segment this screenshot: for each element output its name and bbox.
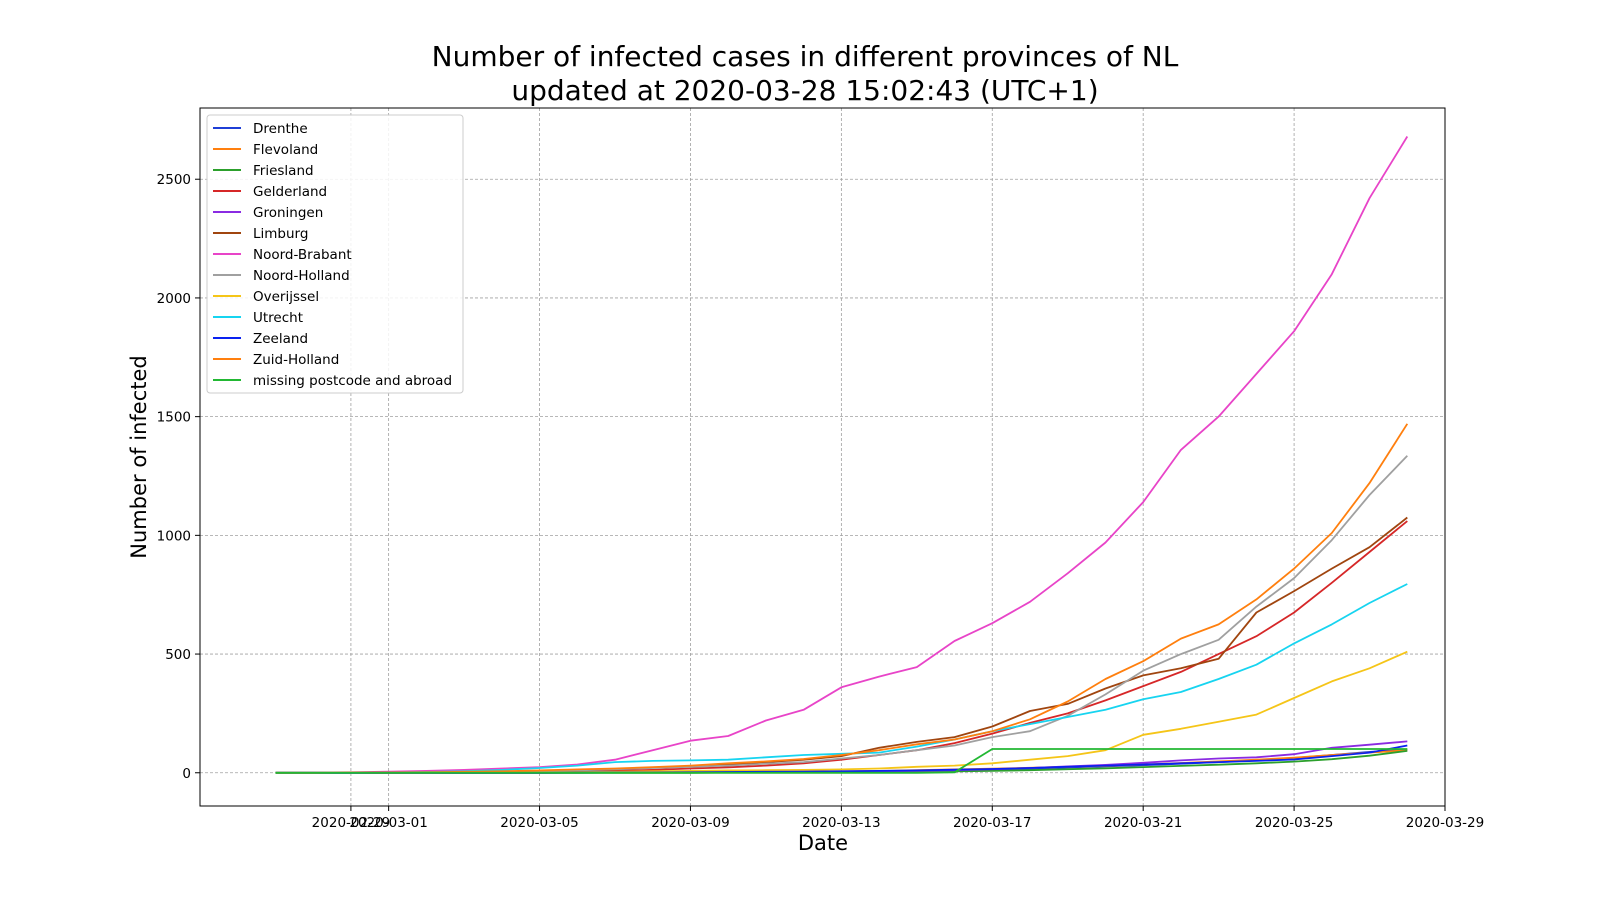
legend-label-groningen: Groningen bbox=[253, 205, 323, 221]
series-line-noord-brabant bbox=[275, 136, 1409, 774]
legend-label-zeeland: Zeeland bbox=[253, 331, 308, 347]
x-tick-label: 2020-03-09 bbox=[651, 815, 729, 831]
legend-label-noord-holland: Noord-Holland bbox=[253, 268, 350, 284]
legend-label-friesland: Friesland bbox=[253, 163, 314, 179]
y-tick-label: 1000 bbox=[157, 528, 191, 544]
x-tick-label: 2020-03-13 bbox=[802, 815, 880, 831]
series-lines bbox=[275, 136, 1409, 774]
y-axis-label: Number of infected bbox=[127, 355, 151, 558]
legend-box bbox=[206, 114, 464, 394]
x-tick-label: 2020-03-01 bbox=[349, 815, 427, 831]
legend-label-noord-brabant: Noord-Brabant bbox=[253, 247, 352, 263]
legend-label-limburg: Limburg bbox=[253, 226, 308, 242]
chart-subtitle: updated at 2020-03-28 15:02:43 (UTC+1) bbox=[511, 74, 1098, 107]
legend-label-overijssel: Overijssel bbox=[253, 289, 319, 305]
x-tick-label: 2020-03-17 bbox=[953, 815, 1031, 831]
y-tick-label: 2500 bbox=[157, 172, 191, 188]
chart-title: Number of infected cases in different pr… bbox=[432, 40, 1179, 73]
legend-label-zuid-holland: Zuid-Holland bbox=[253, 352, 339, 368]
series-line-missing-postcode-and-abroad bbox=[275, 748, 1408, 774]
legend-label-utrecht: Utrecht bbox=[253, 310, 303, 326]
plot-frame bbox=[199, 107, 1446, 807]
series-line-zuid-holland bbox=[275, 423, 1409, 774]
x-tick-label: 2020-03-29 bbox=[1406, 815, 1484, 831]
legend-label-missing-postcode-and-abroad: missing postcode and abroad bbox=[253, 373, 452, 389]
x-tick-label: 2020-02-29 bbox=[312, 815, 390, 831]
x-tick-label: 2020-03-21 bbox=[1104, 815, 1182, 831]
y-tick-label: 0 bbox=[182, 766, 191, 782]
x-tick-label: 2020-03-25 bbox=[1255, 815, 1333, 831]
y-tick-label: 2000 bbox=[157, 291, 191, 307]
x-tick-label: 2020-03-05 bbox=[500, 815, 578, 831]
y-ticks: 0 500 1000 1500 2000 2500 bbox=[157, 172, 200, 782]
y-tick-label: 500 bbox=[165, 647, 191, 663]
legend-label-gelderland: Gelderland bbox=[253, 184, 327, 200]
legend-label-flevoland: Flevoland bbox=[253, 142, 318, 158]
x-axis-label: Date bbox=[798, 831, 848, 855]
legend: Drenthe Flevoland Friesland Gelderland Groni… bbox=[206, 114, 464, 394]
y-tick-label: 1500 bbox=[157, 410, 191, 426]
legend-label-drenthe: Drenthe bbox=[253, 121, 308, 137]
